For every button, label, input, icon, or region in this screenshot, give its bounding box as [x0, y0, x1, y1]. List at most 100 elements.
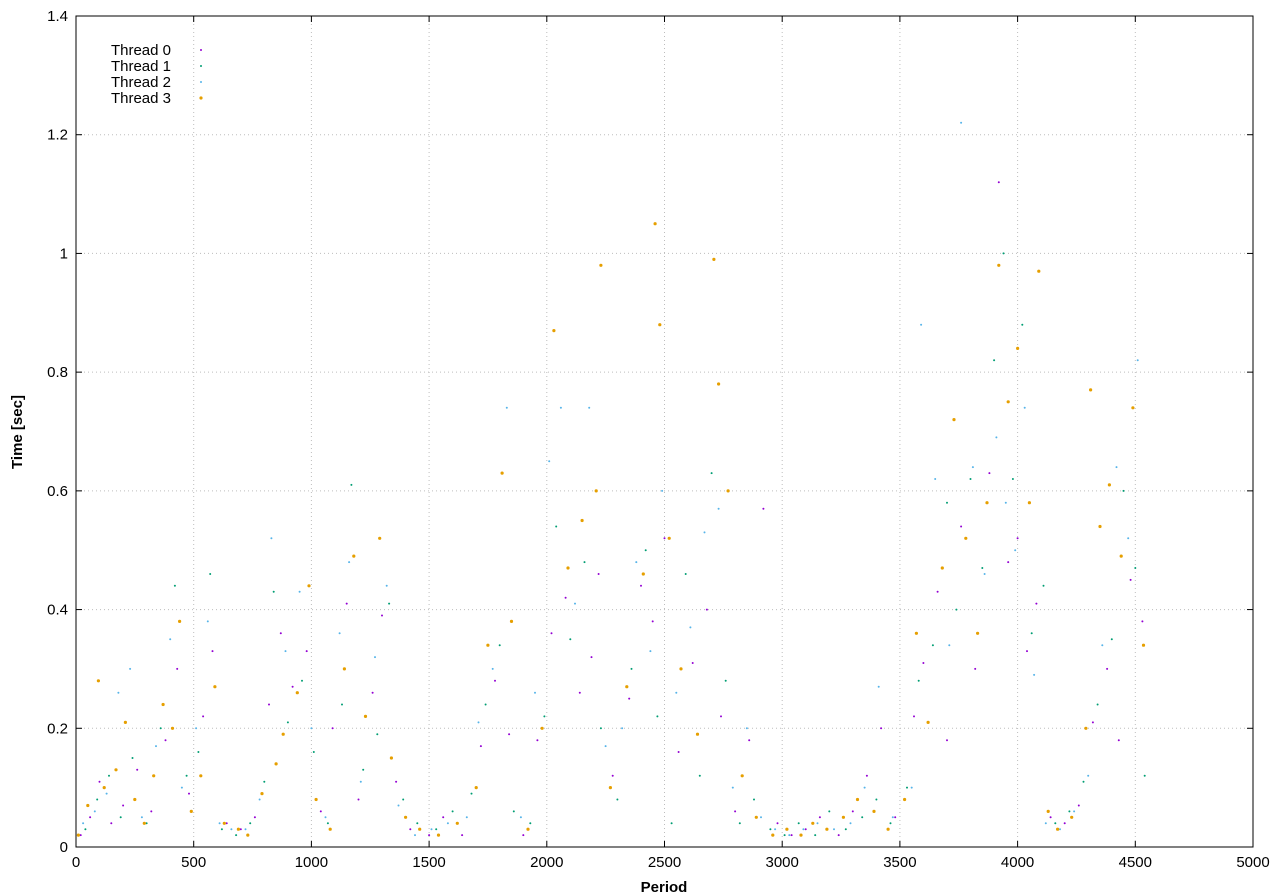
data-point [479, 745, 482, 748]
data-point [312, 751, 315, 753]
data-point [1056, 827, 1060, 831]
data-point [442, 816, 445, 819]
data-point [348, 561, 351, 564]
data-point [363, 714, 368, 719]
data-point [774, 828, 777, 831]
data-point [712, 257, 716, 261]
data-point [1122, 489, 1125, 492]
data-point [641, 572, 645, 576]
data-point [726, 489, 730, 493]
data-point [1021, 323, 1024, 326]
data-point [1011, 478, 1014, 480]
data-point [960, 121, 963, 124]
data-point [946, 739, 948, 742]
data-point [76, 833, 80, 837]
data-point [717, 382, 721, 386]
y-tick-label: 0.2 [47, 720, 68, 737]
y-tick-label: 1.4 [47, 8, 68, 25]
x-tick-label: 3000 [766, 854, 799, 871]
data-point [705, 608, 708, 611]
data-point [430, 828, 433, 831]
y-tick-label: 0.6 [47, 483, 68, 500]
data-point [934, 478, 937, 480]
data-point [93, 810, 96, 813]
data-point [1007, 561, 1010, 564]
data-point [274, 762, 278, 766]
data-point [936, 590, 939, 593]
data-point [512, 810, 515, 813]
data-point [981, 567, 984, 569]
data-point [997, 181, 1000, 184]
data-point [1042, 584, 1045, 587]
data-point [114, 768, 118, 772]
data-point [230, 828, 233, 831]
data-point [461, 834, 464, 837]
data-point [508, 733, 511, 736]
grid [76, 16, 1253, 847]
data-point [98, 780, 101, 783]
data-point [785, 827, 789, 831]
data-point [494, 679, 496, 682]
y-tick-label: 0.4 [47, 602, 68, 619]
data-point [470, 792, 473, 795]
data-point [1063, 822, 1066, 825]
data-point [1054, 822, 1057, 825]
data-point [1141, 620, 1144, 623]
data-point [378, 536, 382, 540]
data-point [185, 774, 188, 777]
data-point [326, 822, 329, 825]
data-point [409, 828, 412, 831]
data-point [804, 828, 807, 831]
data-point [122, 804, 125, 807]
data-point [976, 631, 980, 635]
data-point [263, 780, 266, 783]
data-point [1073, 810, 1076, 813]
data-point [397, 804, 400, 807]
data-point [703, 531, 706, 534]
data-point [569, 638, 572, 641]
data-point [684, 573, 687, 575]
data-point [117, 691, 120, 694]
data-point [279, 632, 282, 635]
data-point [611, 774, 614, 777]
data-point [574, 602, 576, 605]
data-point [305, 650, 308, 653]
data-point [891, 816, 894, 819]
data-point [588, 406, 591, 409]
data-point [119, 816, 122, 819]
data-point [731, 786, 734, 789]
data-point [1115, 466, 1118, 469]
data-point [875, 798, 878, 801]
data-point [788, 834, 791, 837]
data-point [359, 780, 362, 783]
data-point [536, 739, 539, 742]
axis-ticks: 0 500 1000 1500 2000 2500 3000 3500 4000 4500 5000… [47, 8, 1270, 871]
data-point [656, 715, 659, 718]
data-point [82, 822, 85, 825]
data-point [931, 644, 934, 647]
data-point [628, 697, 631, 700]
data-point [195, 727, 198, 730]
data-point [1127, 537, 1130, 540]
data-point [404, 815, 408, 819]
x-tick-label: 4000 [1001, 854, 1034, 871]
data-point [818, 816, 821, 819]
data-point [220, 828, 223, 831]
data-point [762, 507, 765, 510]
data-point [381, 614, 383, 617]
data-point [451, 810, 454, 813]
data-point [851, 810, 854, 813]
data-point [1037, 269, 1041, 273]
data-point [616, 798, 619, 801]
data-point [748, 739, 751, 742]
data-point [679, 667, 683, 671]
data-point [849, 822, 852, 825]
data-point [675, 691, 678, 694]
data-point [159, 727, 162, 730]
data-point [199, 774, 203, 778]
data-point [345, 602, 348, 605]
data-point [799, 833, 803, 837]
data-point [811, 821, 815, 825]
data-point [152, 774, 156, 778]
